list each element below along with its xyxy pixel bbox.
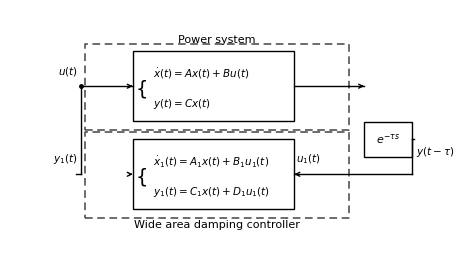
Text: $y(t-\tau)$: $y(t-\tau)$ [416,145,454,159]
Text: $\dot{x}(t) = Ax(t)+Bu(t)$: $\dot{x}(t) = Ax(t)+Bu(t)$ [153,66,249,81]
Text: $\{$: $\{$ [135,78,147,100]
Bar [133,51,294,121]
Text: $y_1(t)$: $y_1(t)$ [53,152,78,166]
Bar [133,139,294,209]
Text: $y(t) = Cx(t)$: $y(t) = Cx(t)$ [153,97,211,111]
Text: $\dot{x}_1(t) = A_1x(t)+B_1u_1(t)$: $\dot{x}_1(t) = A_1x(t)+B_1u_1(t)$ [153,154,269,169]
Text: Wide area damping controller: Wide area damping controller [134,220,300,230]
Text: $e^{-\tau s}$: $e^{-\tau s}$ [376,132,400,147]
Text: $y_1(t) = C_1x(t)+D_1u_1(t)$: $y_1(t) = C_1x(t)+D_1u_1(t)$ [153,185,270,199]
Bar [364,122,412,157]
Text: $\{$: $\{$ [135,166,147,188]
Text: $u_1(t)$: $u_1(t)$ [296,152,321,166]
Text: $u(t)$: $u(t)$ [58,65,78,78]
Text: Power system: Power system [178,35,256,45]
